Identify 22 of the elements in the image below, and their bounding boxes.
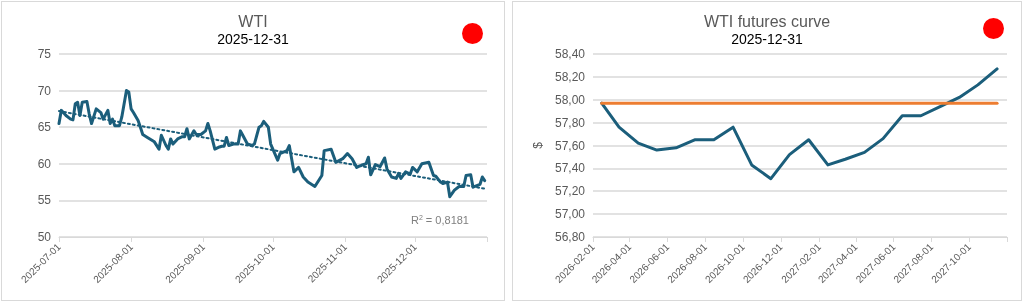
line-series [57, 89, 487, 199]
y-tick-label: 57,60 [554, 138, 586, 153]
y-axis-title: $ [531, 141, 546, 149]
line-series [600, 67, 999, 181]
y-tick-label: 57,00 [554, 207, 586, 222]
chart-subtitle: 2025-12-31 [731, 31, 804, 47]
y-tick-label: 60 [37, 156, 52, 171]
y-tick-label: 58,20 [554, 69, 586, 84]
chart-title: WTI futures curve [703, 12, 831, 30]
y-tick-label: 70 [37, 83, 52, 98]
y-tick-label: 56,80 [554, 230, 586, 244]
y-tick-label: 57,40 [554, 161, 586, 176]
y-tick-label: 57,20 [554, 184, 586, 199]
y-tick-label: 57,80 [554, 115, 586, 130]
chart-subtitle: 2025-12-31 [217, 31, 290, 47]
chart-title: WTI [238, 12, 268, 30]
y-tick-label: 65 [37, 120, 52, 135]
y-tick-label: 50 [37, 230, 52, 244]
y-tick-label: 58,40 [554, 47, 586, 61]
y-tick-label: 75 [37, 47, 52, 61]
y-tick-label: 58,00 [554, 92, 586, 107]
y-tick-label: 55 [37, 193, 52, 208]
